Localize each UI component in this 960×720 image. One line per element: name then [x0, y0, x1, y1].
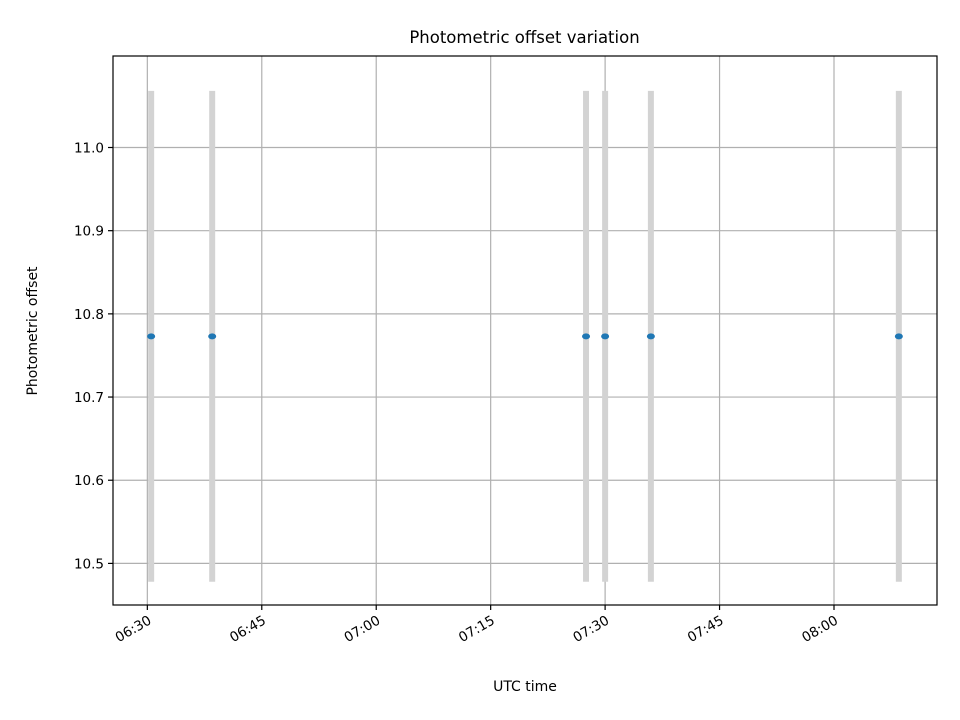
y-tick-label: 11.0 [74, 141, 104, 157]
data-points [147, 333, 903, 340]
x-axis: 06:30 06:45 07:00 07:15 07:30 07:45 08:00 [113, 605, 841, 646]
data-point [147, 333, 156, 340]
y-axis-label: Photometric offset [25, 266, 41, 396]
data-point [646, 333, 655, 340]
data-point [582, 333, 591, 340]
data-point [601, 333, 610, 340]
x-tick-label: 07:15 [456, 613, 498, 646]
x-tick-label: 06:30 [113, 613, 155, 646]
x-tick-label: 06:45 [227, 613, 269, 646]
plot-frame [112, 55, 938, 606]
error-bars [148, 90, 902, 582]
y-tick-label: 10.6 [74, 473, 104, 489]
y-tick-label: 10.5 [74, 556, 104, 572]
y-axis: 10.5 10.6 10.7 10.8 10.9 11.0 [74, 141, 113, 572]
x-axis-label: UTC time [493, 679, 557, 695]
data-point [208, 333, 217, 340]
x-tick-label: 07:45 [685, 613, 727, 646]
y-tick-label: 10.7 [74, 390, 104, 406]
data-point [894, 333, 903, 340]
x-tick-label: 07:30 [570, 613, 612, 646]
grid [113, 56, 937, 605]
chart-title: Photometric offset variation [409, 28, 639, 47]
y-tick-label: 10.8 [74, 307, 104, 323]
x-tick-label: 08:00 [799, 613, 841, 646]
y-tick-label: 10.9 [74, 224, 104, 240]
x-tick-label: 07:00 [342, 613, 384, 646]
